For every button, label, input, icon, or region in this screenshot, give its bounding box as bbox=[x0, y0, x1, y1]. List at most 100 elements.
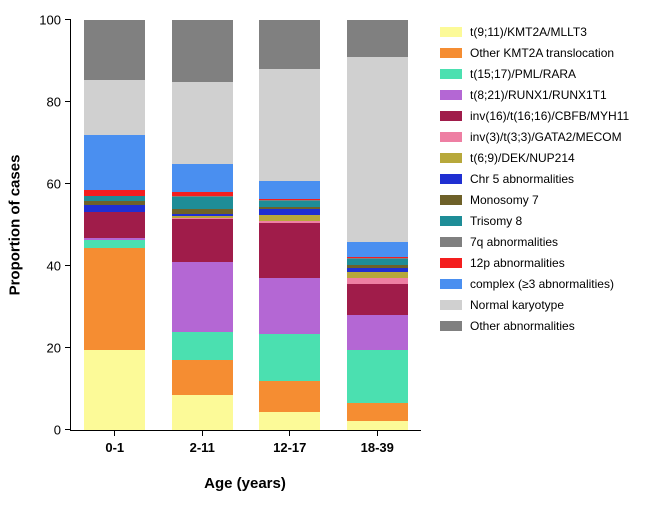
x-tick bbox=[114, 430, 115, 436]
bar-segment bbox=[84, 350, 145, 430]
bar-segment bbox=[347, 284, 408, 315]
x-tick-label: 18-39 bbox=[361, 440, 394, 455]
legend-item: Chr 5 abnormalities bbox=[440, 172, 629, 186]
legend-label: 7q abnormalities bbox=[470, 235, 558, 249]
x-tick bbox=[202, 430, 203, 436]
y-tick bbox=[65, 347, 71, 348]
bar-segment bbox=[84, 212, 145, 239]
legend-swatch bbox=[440, 321, 462, 331]
y-tick bbox=[65, 19, 71, 20]
bar-segment bbox=[347, 315, 408, 350]
legend-label: Other KMT2A translocation bbox=[470, 46, 614, 60]
legend-swatch bbox=[440, 132, 462, 142]
legend-swatch bbox=[440, 237, 462, 247]
y-tick-label: 40 bbox=[47, 259, 61, 274]
x-axis-label: Age (years) bbox=[204, 475, 286, 492]
bar-segment bbox=[172, 332, 233, 361]
bar-segment bbox=[347, 57, 408, 242]
legend: t(9;11)/KMT2A/MLLT3 Other KMT2A transloca… bbox=[440, 25, 629, 340]
legend-item: Trisomy 8 bbox=[440, 214, 629, 228]
chart-container: Proportion of cases Age (years) 02040608… bbox=[0, 0, 669, 505]
legend-label: 12p abnormalities bbox=[470, 256, 565, 270]
bar bbox=[84, 20, 145, 430]
legend-item: t(15;17)/PML/RARA bbox=[440, 67, 629, 81]
legend-swatch bbox=[440, 174, 462, 184]
legend-item: t(9;11)/KMT2A/MLLT3 bbox=[440, 25, 629, 39]
y-tick bbox=[65, 183, 71, 184]
bar-segment bbox=[347, 403, 408, 421]
bar-segment bbox=[259, 412, 320, 430]
legend-item: Other abnormalities bbox=[440, 319, 629, 333]
legend-label: inv(16)/t(16;16)/CBFB/MYH11 bbox=[470, 109, 629, 123]
bar bbox=[347, 20, 408, 430]
bar-segment bbox=[259, 381, 320, 412]
legend-item: Monosomy 7 bbox=[440, 193, 629, 207]
legend-swatch bbox=[440, 258, 462, 268]
bar-segment bbox=[84, 135, 145, 190]
legend-swatch bbox=[440, 195, 462, 205]
bar-segment bbox=[347, 242, 408, 257]
bar-segment bbox=[84, 248, 145, 351]
y-tick bbox=[65, 265, 71, 266]
legend-swatch bbox=[440, 153, 462, 163]
legend-item: 12p abnormalities bbox=[440, 256, 629, 270]
bar-segment bbox=[259, 223, 320, 278]
bar-segment bbox=[84, 80, 145, 135]
bar-segment bbox=[259, 20, 320, 69]
bar-segment bbox=[172, 395, 233, 430]
bar-segment bbox=[172, 164, 233, 193]
legend-swatch bbox=[440, 111, 462, 121]
legend-swatch bbox=[440, 216, 462, 226]
bar bbox=[172, 20, 233, 430]
x-tick bbox=[289, 430, 290, 436]
legend-label: complex (≥3 abnormalities) bbox=[470, 277, 614, 291]
legend-label: Normal karyotype bbox=[470, 298, 564, 312]
legend-item: t(6;9)/DEK/NUP214 bbox=[440, 151, 629, 165]
bar-segment bbox=[259, 181, 320, 199]
bar-segment bbox=[347, 421, 408, 430]
plot-area: 0204060801000-12-1112-1718-39 bbox=[70, 20, 421, 431]
legend-label: Chr 5 abnormalities bbox=[470, 172, 574, 186]
bar-segment bbox=[259, 334, 320, 381]
bar-segment bbox=[259, 278, 320, 333]
bar-segment bbox=[172, 360, 233, 395]
bar-segment bbox=[172, 262, 233, 332]
legend-item: complex (≥3 abnormalities) bbox=[440, 277, 629, 291]
legend-label: t(9;11)/KMT2A/MLLT3 bbox=[470, 25, 587, 39]
legend-swatch bbox=[440, 27, 462, 37]
legend-label: Trisomy 8 bbox=[470, 214, 522, 228]
bar-segment bbox=[84, 20, 145, 79]
bar-segment bbox=[172, 219, 233, 262]
legend-label: inv(3)/t(3;3)/GATA2/MECOM bbox=[470, 130, 622, 144]
legend-swatch bbox=[440, 48, 462, 58]
legend-label: t(8;21)/RUNX1/RUNX1T1 bbox=[470, 88, 607, 102]
legend-item: Other KMT2A translocation bbox=[440, 46, 629, 60]
x-tick-label: 12-17 bbox=[273, 440, 306, 455]
legend-swatch bbox=[440, 279, 462, 289]
legend-swatch bbox=[440, 90, 462, 100]
bar-segment bbox=[172, 197, 233, 209]
y-tick-label: 100 bbox=[39, 13, 61, 28]
bar-segment bbox=[347, 20, 408, 57]
y-tick-label: 0 bbox=[54, 423, 61, 438]
bar-segment bbox=[84, 240, 145, 247]
legend-item: Normal karyotype bbox=[440, 298, 629, 312]
bar-segment bbox=[172, 20, 233, 82]
legend-label: t(15;17)/PML/RARA bbox=[470, 67, 576, 81]
bar bbox=[259, 20, 320, 430]
legend-swatch bbox=[440, 69, 462, 79]
x-tick-label: 0-1 bbox=[105, 440, 124, 455]
y-tick-label: 60 bbox=[47, 177, 61, 192]
x-tick bbox=[377, 430, 378, 436]
y-axis-label: Proportion of cases bbox=[7, 155, 24, 296]
bar-segment bbox=[172, 82, 233, 164]
legend-label: Other abnormalities bbox=[470, 319, 575, 333]
legend-item: 7q abnormalities bbox=[440, 235, 629, 249]
legend-label: Monosomy 7 bbox=[470, 193, 539, 207]
legend-item: t(8;21)/RUNX1/RUNX1T1 bbox=[440, 88, 629, 102]
bar-segment bbox=[259, 69, 320, 181]
y-tick-label: 80 bbox=[47, 95, 61, 110]
y-tick-label: 20 bbox=[47, 341, 61, 356]
y-tick bbox=[65, 101, 71, 102]
legend-item: inv(3)/t(3;3)/GATA2/MECOM bbox=[440, 130, 629, 144]
